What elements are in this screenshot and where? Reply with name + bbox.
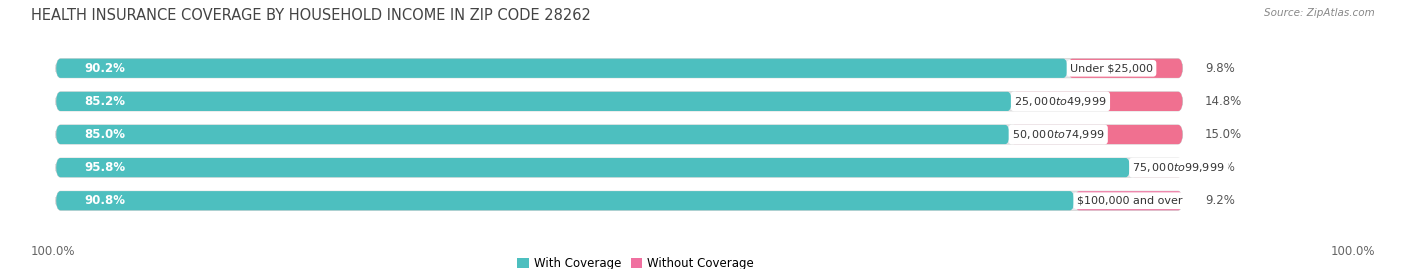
Text: $50,000 to $74,999: $50,000 to $74,999: [1012, 128, 1105, 141]
Text: 100.0%: 100.0%: [1330, 245, 1375, 258]
Text: 95.8%: 95.8%: [84, 161, 125, 174]
FancyBboxPatch shape: [56, 158, 1130, 177]
FancyBboxPatch shape: [56, 125, 1010, 144]
Text: HEALTH INSURANCE COVERAGE BY HOUSEHOLD INCOME IN ZIP CODE 28262: HEALTH INSURANCE COVERAGE BY HOUSEHOLD I…: [31, 8, 591, 23]
Text: 90.8%: 90.8%: [84, 194, 125, 207]
Text: 14.8%: 14.8%: [1205, 95, 1243, 108]
Text: 85.2%: 85.2%: [84, 95, 125, 108]
Text: 100.0%: 100.0%: [31, 245, 76, 258]
Text: 9.2%: 9.2%: [1205, 194, 1234, 207]
Text: 90.2%: 90.2%: [84, 62, 125, 75]
Text: 4.2%: 4.2%: [1205, 161, 1234, 174]
FancyBboxPatch shape: [56, 92, 1182, 111]
FancyBboxPatch shape: [1067, 59, 1182, 78]
Text: $75,000 to $99,999: $75,000 to $99,999: [1132, 161, 1225, 174]
FancyBboxPatch shape: [56, 59, 1182, 78]
Text: Under $25,000: Under $25,000: [1070, 63, 1153, 73]
Text: 85.0%: 85.0%: [84, 128, 125, 141]
FancyBboxPatch shape: [1074, 191, 1182, 210]
FancyBboxPatch shape: [56, 59, 1067, 78]
Text: 15.0%: 15.0%: [1205, 128, 1241, 141]
Text: $25,000 to $49,999: $25,000 to $49,999: [1014, 95, 1107, 108]
FancyBboxPatch shape: [56, 158, 1182, 177]
FancyBboxPatch shape: [56, 191, 1182, 210]
FancyBboxPatch shape: [1012, 92, 1182, 111]
Legend: With Coverage, Without Coverage: With Coverage, Without Coverage: [512, 253, 759, 269]
FancyBboxPatch shape: [56, 191, 1074, 210]
FancyBboxPatch shape: [1130, 158, 1182, 177]
Text: 9.8%: 9.8%: [1205, 62, 1234, 75]
FancyBboxPatch shape: [56, 92, 1012, 111]
Text: Source: ZipAtlas.com: Source: ZipAtlas.com: [1264, 8, 1375, 18]
Text: $100,000 and over: $100,000 and over: [1077, 196, 1182, 206]
FancyBboxPatch shape: [1010, 125, 1182, 144]
FancyBboxPatch shape: [56, 125, 1182, 144]
